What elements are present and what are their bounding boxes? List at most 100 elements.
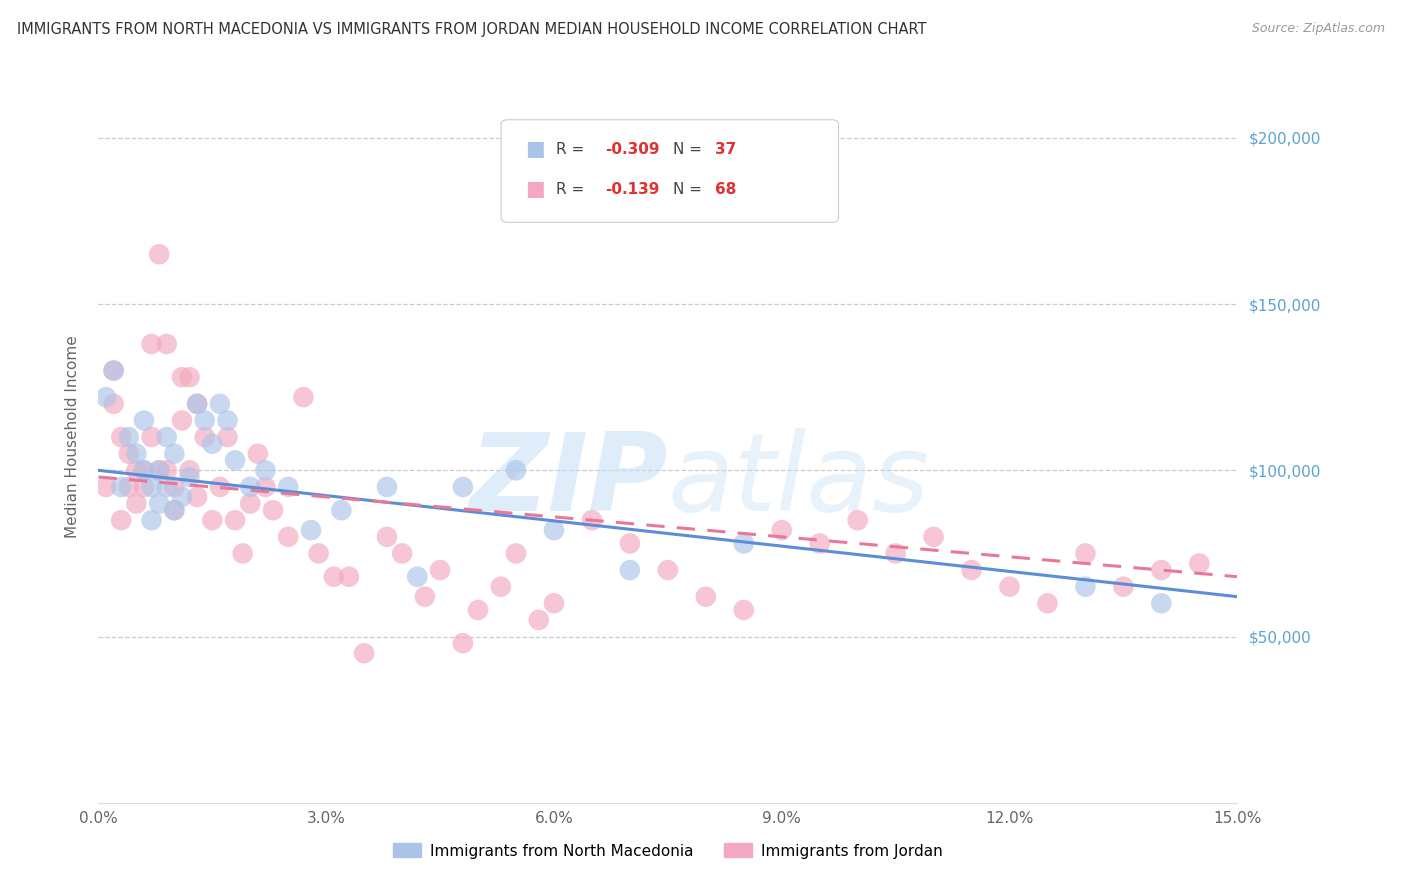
Legend: Immigrants from North Macedonia, Immigrants from Jordan: Immigrants from North Macedonia, Immigra… xyxy=(387,838,949,864)
Immigrants from Jordan xyxy=(733,603,755,617)
Immigrants from North Macedonia xyxy=(217,413,239,427)
Immigrants from North Macedonia xyxy=(94,390,117,404)
Immigrants from Jordan xyxy=(489,580,512,594)
Immigrants from Jordan xyxy=(467,603,489,617)
Immigrants from Jordan xyxy=(505,546,527,560)
Immigrants from North Macedonia xyxy=(201,436,224,450)
Immigrants from Jordan xyxy=(239,497,262,511)
Y-axis label: Median Household Income: Median Household Income xyxy=(65,335,80,539)
Immigrants from Jordan xyxy=(1188,557,1211,571)
Immigrants from Jordan xyxy=(110,513,132,527)
Immigrants from North Macedonia xyxy=(330,503,353,517)
Immigrants from Jordan xyxy=(148,463,170,477)
Immigrants from Jordan xyxy=(429,563,451,577)
Immigrants from Jordan xyxy=(262,503,284,517)
Text: N =: N = xyxy=(672,182,706,197)
Immigrants from Jordan xyxy=(170,370,193,384)
Immigrants from North Macedonia xyxy=(208,397,231,411)
Immigrants from Jordan xyxy=(194,430,217,444)
Immigrants from Jordan xyxy=(292,390,315,404)
Immigrants from Jordan xyxy=(808,536,831,550)
Immigrants from Jordan xyxy=(232,546,254,560)
Immigrants from Jordan xyxy=(277,530,299,544)
Immigrants from North Macedonia xyxy=(186,397,208,411)
Immigrants from North Macedonia xyxy=(132,413,155,427)
Immigrants from Jordan xyxy=(527,613,550,627)
Immigrants from North Macedonia xyxy=(163,447,186,461)
Immigrants from Jordan xyxy=(118,480,141,494)
Immigrants from Jordan xyxy=(179,463,201,477)
Text: 68: 68 xyxy=(714,182,737,197)
Immigrants from Jordan xyxy=(308,546,330,560)
Immigrants from Jordan xyxy=(322,570,344,584)
Immigrants from Jordan xyxy=(156,463,179,477)
Text: -0.139: -0.139 xyxy=(605,182,659,197)
Immigrants from Jordan xyxy=(217,430,239,444)
Immigrants from Jordan xyxy=(118,447,141,461)
Immigrants from Jordan xyxy=(94,480,117,494)
Immigrants from North Macedonia xyxy=(406,570,429,584)
Immigrants from Jordan xyxy=(960,563,983,577)
Text: N =: N = xyxy=(672,142,706,157)
Immigrants from North Macedonia xyxy=(505,463,527,477)
Immigrants from Jordan xyxy=(125,463,148,477)
Immigrants from North Macedonia xyxy=(156,430,179,444)
Immigrants from North Macedonia xyxy=(1074,580,1097,594)
Immigrants from Jordan xyxy=(163,480,186,494)
Immigrants from Jordan xyxy=(619,536,641,550)
Immigrants from Jordan xyxy=(451,636,474,650)
Immigrants from North Macedonia xyxy=(254,463,277,477)
Text: 37: 37 xyxy=(714,142,735,157)
Immigrants from Jordan xyxy=(1074,546,1097,560)
Immigrants from Jordan xyxy=(998,580,1021,594)
Immigrants from North Macedonia xyxy=(277,480,299,494)
Immigrants from Jordan xyxy=(375,530,398,544)
Immigrants from Jordan xyxy=(1112,580,1135,594)
Immigrants from Jordan xyxy=(103,397,125,411)
Immigrants from Jordan xyxy=(391,546,413,560)
Immigrants from North Macedonia xyxy=(179,470,201,484)
Immigrants from North Macedonia xyxy=(118,430,141,444)
Immigrants from North Macedonia xyxy=(451,480,474,494)
Immigrants from North Macedonia xyxy=(733,536,755,550)
Immigrants from Jordan xyxy=(922,530,945,544)
Text: R =: R = xyxy=(555,142,589,157)
Immigrants from Jordan xyxy=(110,430,132,444)
Immigrants from North Macedonia xyxy=(156,480,179,494)
Immigrants from Jordan xyxy=(413,590,436,604)
Immigrants from Jordan xyxy=(163,503,186,517)
Immigrants from Jordan xyxy=(543,596,565,610)
Immigrants from Jordan xyxy=(186,490,208,504)
Immigrants from Jordan xyxy=(581,513,603,527)
Immigrants from Jordan xyxy=(132,480,155,494)
Immigrants from North Macedonia xyxy=(375,480,398,494)
Immigrants from North Macedonia xyxy=(103,363,125,377)
Immigrants from North Macedonia xyxy=(224,453,246,467)
Immigrants from North Macedonia xyxy=(239,480,262,494)
Immigrants from North Macedonia xyxy=(299,523,322,537)
Immigrants from Jordan xyxy=(224,513,246,527)
Text: -0.309: -0.309 xyxy=(605,142,659,157)
Immigrants from North Macedonia xyxy=(125,447,148,461)
Immigrants from Jordan xyxy=(208,480,231,494)
Immigrants from Jordan xyxy=(353,646,375,660)
Immigrants from North Macedonia xyxy=(110,480,132,494)
Immigrants from Jordan xyxy=(148,247,170,261)
Text: ■: ■ xyxy=(524,139,544,159)
Immigrants from Jordan xyxy=(246,447,269,461)
Immigrants from North Macedonia xyxy=(132,463,155,477)
Text: R =: R = xyxy=(555,182,593,197)
Immigrants from Jordan xyxy=(141,430,163,444)
Immigrants from North Macedonia xyxy=(543,523,565,537)
Text: atlas: atlas xyxy=(668,428,929,533)
Immigrants from North Macedonia xyxy=(141,480,163,494)
Text: ZIP: ZIP xyxy=(470,428,668,534)
Immigrants from Jordan xyxy=(657,563,679,577)
Immigrants from North Macedonia xyxy=(163,503,186,517)
Text: ■: ■ xyxy=(524,179,544,199)
Immigrants from North Macedonia xyxy=(194,413,217,427)
Immigrants from North Macedonia xyxy=(1150,596,1173,610)
Text: IMMIGRANTS FROM NORTH MACEDONIA VS IMMIGRANTS FROM JORDAN MEDIAN HOUSEHOLD INCOM: IMMIGRANTS FROM NORTH MACEDONIA VS IMMIG… xyxy=(17,22,927,37)
Immigrants from North Macedonia xyxy=(170,490,193,504)
Immigrants from Jordan xyxy=(141,337,163,351)
